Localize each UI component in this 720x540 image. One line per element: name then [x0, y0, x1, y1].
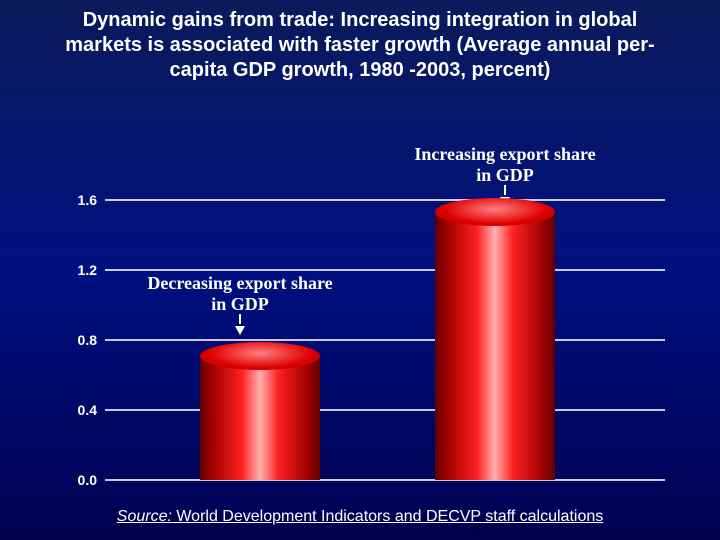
gridline: [105, 339, 665, 341]
annotation-increasing-text: Increasing export share in GDP: [405, 144, 605, 185]
gridline: [105, 479, 665, 481]
bar-increasing: [435, 200, 555, 480]
y-tick-label: 1.2: [57, 262, 97, 278]
y-tick-label: 0.8: [57, 332, 97, 348]
gridline: [105, 199, 665, 201]
chart-plot-area: 0.00.40.81.21.6: [105, 200, 665, 480]
source-label: Source:: [117, 508, 172, 525]
chart-title: Dynamic gains from trade: Increasing int…: [0, 0, 720, 83]
source-line: Source: World Development Indicators and…: [0, 508, 720, 526]
bar-decreasing: [200, 344, 320, 481]
y-tick-label: 0.4: [57, 402, 97, 418]
gridline: [105, 269, 665, 271]
y-tick-label: 0.0: [57, 472, 97, 488]
gridline: [105, 409, 665, 411]
arrow-stem: [504, 185, 506, 195]
annotation-increasing: Increasing export share in GDP: [405, 144, 605, 206]
y-tick-label: 1.6: [57, 192, 97, 208]
source-text: World Development Indicators and DECVP s…: [172, 508, 603, 525]
